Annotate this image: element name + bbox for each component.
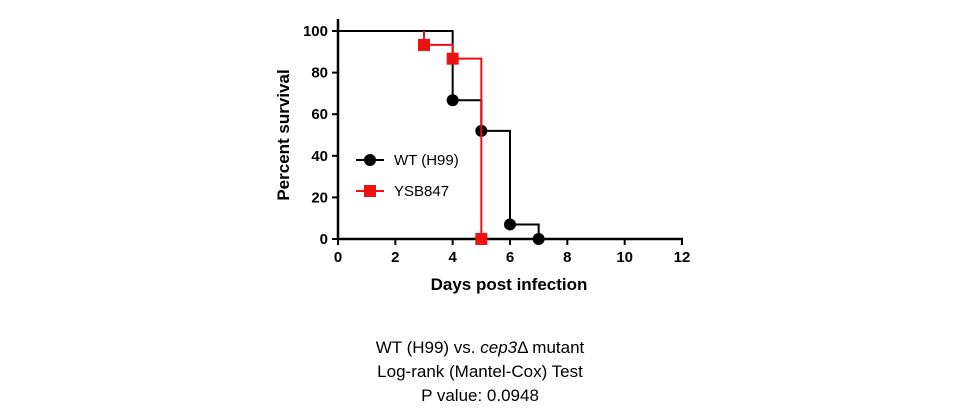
- x-tick-label: 4: [448, 249, 457, 266]
- series-layer: [338, 30, 682, 245]
- comparison-prefix: WT (H99) vs.: [375, 338, 481, 357]
- test-caption: WT (H99) vs. cep3Δ mutant Log-rank (Mant…: [0, 336, 960, 408]
- x-tick-label: 10: [616, 249, 633, 266]
- series-line-0: [338, 30, 682, 240]
- x-tick-label: 8: [563, 249, 571, 266]
- data-point: [446, 94, 459, 107]
- data-point: [446, 52, 459, 65]
- data-point: [504, 218, 516, 231]
- data-point: [532, 233, 545, 245]
- legend-marker-0: [364, 154, 376, 166]
- x-tick-label: 6: [506, 249, 514, 266]
- data-point: [475, 233, 488, 245]
- legend-marker-1: [364, 185, 376, 197]
- test-name: Log-rank (Mantel-Cox) Test: [377, 362, 583, 381]
- y-tick-label: 100: [303, 23, 328, 40]
- y-tick-label: 60: [311, 106, 328, 123]
- data-point: [418, 38, 430, 51]
- x-tick-label: 2: [391, 249, 399, 266]
- comparison-line: WT (H99) vs. cep3Δ mutant: [0, 336, 960, 360]
- x-axis-title: Days post infection: [431, 275, 588, 294]
- survival-chart: 0 2 4 6 8 10 12 0 20 40 60 80 100 WT (H99) YSB847 Day…: [274, 19, 690, 294]
- y-tick-label: 80: [311, 65, 328, 82]
- y-tick-label: 20: [311, 189, 328, 206]
- x-tick-label: 0: [334, 249, 342, 266]
- y-tick-label: 40: [311, 148, 328, 165]
- axes: 0 2 4 6 8 10 12 0 20 40 60 80 100: [303, 19, 690, 266]
- legend-label-0: WT (H99): [394, 152, 459, 169]
- gene-name: cep3: [480, 338, 518, 357]
- x-tick-label: 12: [674, 249, 691, 266]
- legend: WT (H99) YSB847: [356, 152, 459, 200]
- comparison-suffix: Δ mutant: [517, 338, 585, 357]
- p-value: P value: 0.0948: [421, 386, 539, 405]
- y-tick-label: 0: [320, 231, 328, 248]
- legend-label-1: YSB847: [394, 183, 449, 200]
- y-axis-title: Percent survival: [274, 69, 293, 200]
